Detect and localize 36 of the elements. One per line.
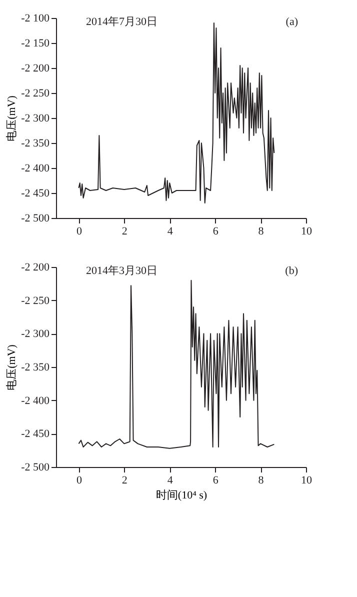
y-tick-label: -2 200: [21, 62, 50, 74]
y-tick-label: -2 150: [21, 38, 50, 50]
annotation: 2014年7月30日: [86, 16, 158, 28]
y-tick-label: -2 350: [21, 138, 50, 150]
annotation: (a): [286, 16, 298, 28]
y-tick-label: -2 200: [21, 262, 50, 274]
x-tick-label: 4: [167, 474, 174, 486]
y-tick-label: -2 100: [21, 12, 50, 24]
x-tick-label: 6: [212, 226, 219, 238]
x-tick-label: 8: [258, 474, 264, 486]
x-tick-label: 4: [167, 226, 174, 238]
x-tick-label: 2: [122, 474, 128, 486]
annotation: 2014年3月30日: [86, 265, 158, 277]
y-tick-label: -2 450: [21, 428, 50, 440]
x-tick-label: 10: [301, 226, 312, 238]
y-tick-label: -2 250: [21, 88, 50, 100]
x-tick-label: 0: [76, 226, 82, 238]
y-tick-label: -2 300: [21, 328, 50, 340]
y-axis-title: 电压(mV): [5, 95, 18, 142]
y-tick-label: -2 350: [21, 362, 50, 374]
y-tick-label: -2 450: [21, 188, 50, 200]
y-tick-label: -2 400: [21, 394, 50, 407]
x-tick-label: 6: [212, 474, 219, 486]
line-series: [78, 280, 275, 449]
annotation: (b): [285, 265, 298, 277]
y-axis-title: 电压(mV): [5, 344, 18, 390]
y-tick-label: -2 500: [21, 212, 50, 224]
y-tick-label: -2 300: [21, 112, 50, 124]
y-tick-label: -2 400: [21, 162, 50, 174]
y-tick-label: -2 500: [21, 462, 50, 474]
x-tick-label: 0: [76, 474, 82, 486]
x-tick-label: 10: [301, 474, 312, 486]
x-tick-label: 8: [258, 226, 264, 238]
x-axis-title: 时间(10⁴ s): [156, 488, 208, 502]
y-tick-label: -2 250: [21, 294, 50, 307]
x-tick-label: 2: [122, 226, 128, 238]
